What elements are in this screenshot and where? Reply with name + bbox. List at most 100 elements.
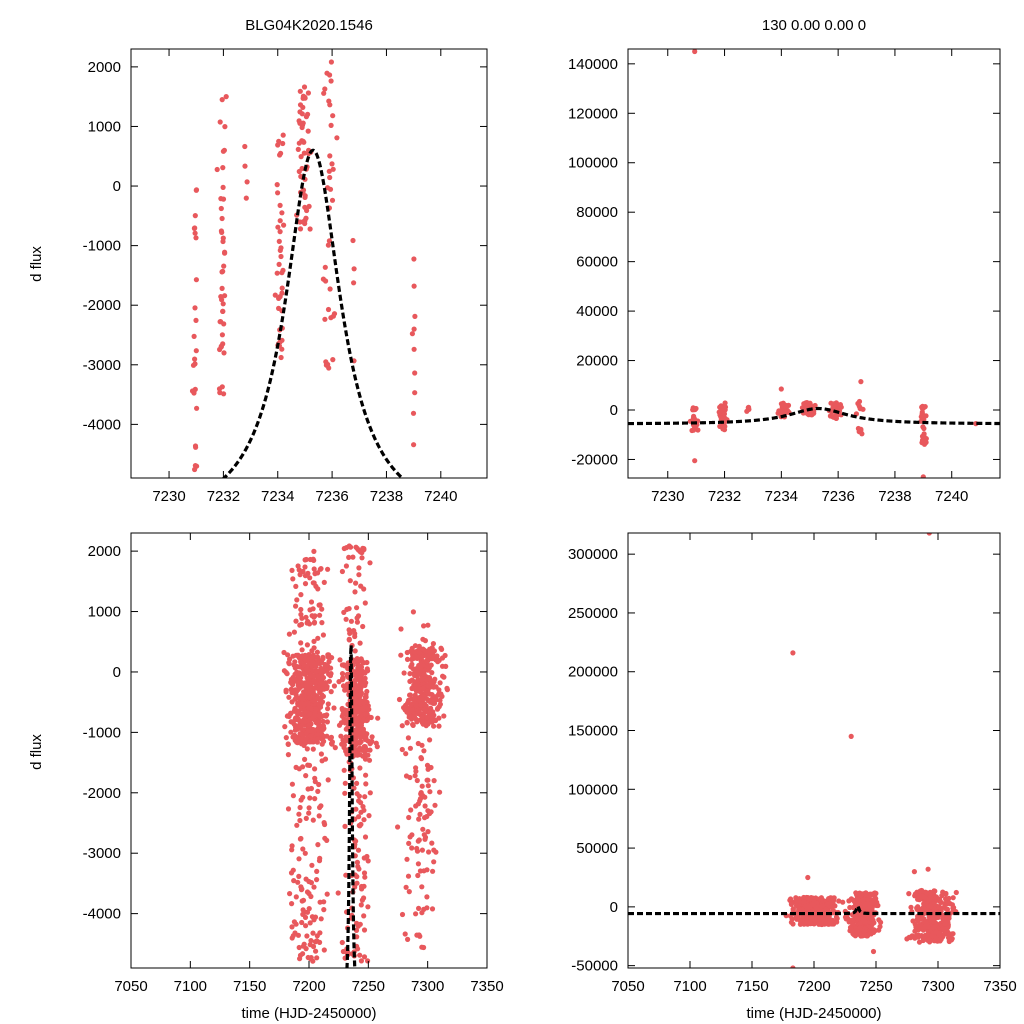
data-point [425,766,431,772]
data-point [306,890,312,897]
data-point [356,746,362,752]
data-point [407,671,413,677]
data-point [420,826,426,832]
y-tick-label: 20000 [576,353,618,370]
data-point [350,237,356,244]
data-point [846,898,852,904]
data-point [327,286,333,292]
data-point [353,659,359,665]
data-point [808,410,814,416]
data-point [418,790,424,796]
data-point [313,948,319,954]
data-point [312,710,318,717]
data-point [316,722,323,728]
data-point [321,579,327,586]
data-point [356,572,362,578]
data-point [354,605,360,611]
data-point [853,931,859,938]
outlier-point [911,869,918,875]
data-point [417,798,423,804]
data-point [416,816,422,822]
data-point [856,403,862,409]
data-point [300,187,307,193]
xlabel-bottom-right: time (HJD-2450000) [746,1005,881,1022]
data-point [367,560,373,566]
data-point [422,836,428,842]
data-point [192,361,198,367]
y-tick-label: 0 [610,899,618,916]
data-point [399,911,406,918]
data-point [354,880,360,886]
data-point [827,919,833,926]
data-point [419,676,425,682]
data-point [304,933,310,939]
data-point [286,660,292,666]
data-point [298,675,304,681]
data-point [192,356,198,362]
data-point [919,404,925,410]
data-point [214,166,220,173]
data-point [943,890,949,897]
data-point [291,676,297,682]
data-point [412,773,418,779]
data-point [788,919,795,925]
x-tick-label: 7050 [611,978,644,995]
data-point [311,619,318,625]
data-point [946,937,953,943]
data-point [352,633,358,640]
data-point [857,932,864,938]
data-point [219,97,225,103]
data-point [307,695,313,701]
x-tick-label: 7240 [935,488,968,505]
data-point [280,132,286,138]
data-point [410,721,416,728]
data-point [347,578,353,584]
data-point [319,620,325,626]
data-point [782,403,788,409]
data-point [411,700,417,706]
data-point [222,124,228,130]
data-point [310,943,317,950]
data-point [320,654,326,661]
data-point [906,891,912,897]
outlier-point [790,965,796,968]
x-tick-label: 7200 [797,978,830,995]
data-point [352,884,358,890]
data-point [318,916,324,922]
x-tick-label: 7238 [878,488,911,505]
data-point [334,135,340,141]
data-point [302,652,308,659]
data-point [848,917,855,924]
data-point [427,789,433,795]
data-point [294,664,300,670]
data-point [368,739,374,745]
data-point [942,921,948,927]
data-point [298,154,304,160]
data-point [359,550,365,556]
data-point [746,404,752,410]
y-tick-label: 100000 [568,781,618,798]
data-point [406,697,412,703]
data-point [330,166,336,172]
data-point [295,879,301,885]
data-point [300,764,306,770]
data-point [941,926,947,932]
data-point [296,670,302,676]
y-tick-label: 100000 [568,155,618,172]
data-point [319,731,325,737]
data-point [308,599,315,605]
data-point [314,877,320,883]
data-point [356,665,362,671]
data-point [926,937,932,943]
y-tick-label: 300000 [568,546,618,563]
data-point [305,90,311,96]
y-tick-label: -1000 [83,238,121,255]
data-point [302,741,308,747]
data-point [816,921,822,927]
data-point [293,583,299,590]
data-point [279,290,285,296]
data-point [192,230,198,236]
data-point [299,124,305,131]
data-point [424,762,431,769]
data-point [788,901,795,908]
